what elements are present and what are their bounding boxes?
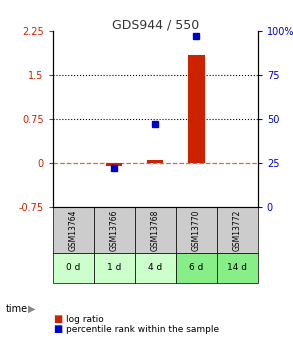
Text: ■: ■ (53, 325, 62, 334)
FancyBboxPatch shape (135, 207, 176, 253)
Text: ▶: ▶ (28, 304, 35, 314)
Text: 1 d: 1 d (107, 264, 122, 273)
FancyBboxPatch shape (94, 207, 135, 253)
FancyBboxPatch shape (135, 253, 176, 283)
Text: 4 d: 4 d (148, 264, 162, 273)
Text: GSM13766: GSM13766 (110, 209, 119, 251)
FancyBboxPatch shape (94, 253, 135, 283)
FancyBboxPatch shape (217, 253, 258, 283)
Bar (188, 55, 205, 163)
FancyBboxPatch shape (53, 253, 94, 283)
Bar (106, 163, 122, 166)
Text: 0 d: 0 d (66, 264, 81, 273)
Text: 6 d: 6 d (189, 264, 204, 273)
Text: log ratio: log ratio (66, 315, 104, 324)
Text: GDS944 / 550: GDS944 / 550 (112, 19, 199, 32)
FancyBboxPatch shape (217, 207, 258, 253)
Text: GSM13772: GSM13772 (233, 209, 242, 251)
Text: ■: ■ (53, 314, 62, 324)
Text: time: time (6, 304, 28, 314)
Text: GSM13770: GSM13770 (192, 209, 201, 251)
Text: GSM13764: GSM13764 (69, 209, 78, 251)
Text: GSM13768: GSM13768 (151, 209, 160, 251)
FancyBboxPatch shape (53, 207, 94, 253)
Text: 14 d: 14 d (227, 264, 247, 273)
Bar (147, 160, 163, 163)
FancyBboxPatch shape (176, 253, 217, 283)
Text: percentile rank within the sample: percentile rank within the sample (66, 325, 219, 334)
FancyBboxPatch shape (176, 207, 217, 253)
